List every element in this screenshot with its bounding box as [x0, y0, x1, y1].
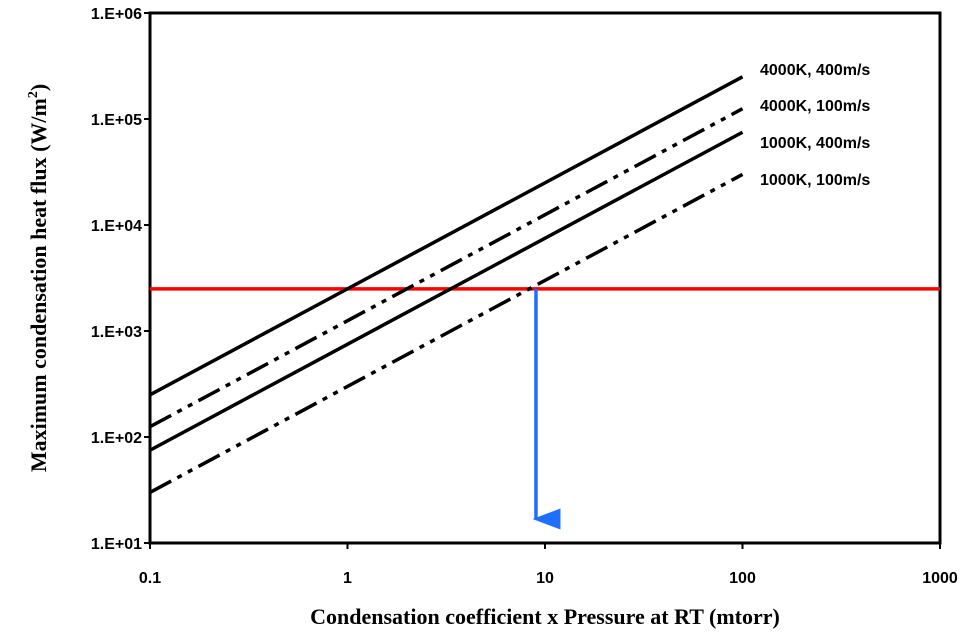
- series-label: 1000K, 100m/s: [760, 172, 870, 189]
- series-labels: 4000K, 400m/s 4000K, 100m/s 1000K, 400m/s 1…: [760, 62, 870, 189]
- y-axis-title-main: Maximum condensation heat flux (W/m: [26, 98, 51, 472]
- x-tick-label: 10: [536, 570, 554, 587]
- x-tick-label: 1: [343, 570, 352, 587]
- series-label: 4000K, 400m/s: [760, 62, 870, 79]
- x-axis-ticks: 0.1 1 10 100 1000: [139, 543, 958, 587]
- series-line: [149, 75, 744, 397]
- y-tick-label: 1.E+01: [91, 536, 142, 553]
- series-line: [149, 172, 744, 494]
- series-label: 4000K, 100m/s: [760, 98, 870, 115]
- y-tick-label: 1.E+02: [91, 430, 142, 447]
- plot-area: [148, 11, 942, 545]
- x-tick-label: 0.1: [139, 570, 161, 587]
- x-tick-label: 1000: [922, 570, 958, 587]
- y-tick-label: 1.E+04: [91, 218, 142, 235]
- y-tick-label: 1.E+05: [91, 112, 142, 129]
- x-axis-title: Condensation coefficient x Pressure at R…: [310, 604, 780, 629]
- series-lines: [149, 75, 744, 494]
- series-line: [149, 107, 744, 429]
- y-axis-title-sup: 2: [26, 91, 41, 98]
- y-tick-label: 1.E+06: [91, 6, 142, 23]
- y-tick-label: 1.E+03: [91, 324, 142, 341]
- series-line: [149, 130, 744, 452]
- series-label: 1000K, 400m/s: [760, 135, 870, 152]
- y-axis-title: Maximum condensation heat flux (W/m2): [26, 84, 51, 472]
- x-tick-label: 100: [729, 570, 756, 587]
- y-axis-ticks: 1.E+01 1.E+02 1.E+03 1.E+04 1.E+05 1.E+06: [91, 6, 150, 553]
- y-axis-title-close: ): [26, 84, 51, 91]
